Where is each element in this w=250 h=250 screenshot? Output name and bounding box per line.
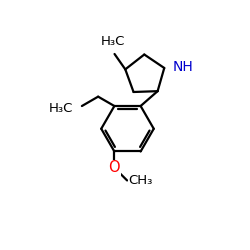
Text: CH₃: CH₃ (128, 174, 153, 187)
Text: NH: NH (173, 60, 194, 74)
Text: H₃C: H₃C (101, 36, 126, 49)
Text: H₃C: H₃C (49, 102, 73, 115)
Text: O: O (108, 160, 120, 175)
